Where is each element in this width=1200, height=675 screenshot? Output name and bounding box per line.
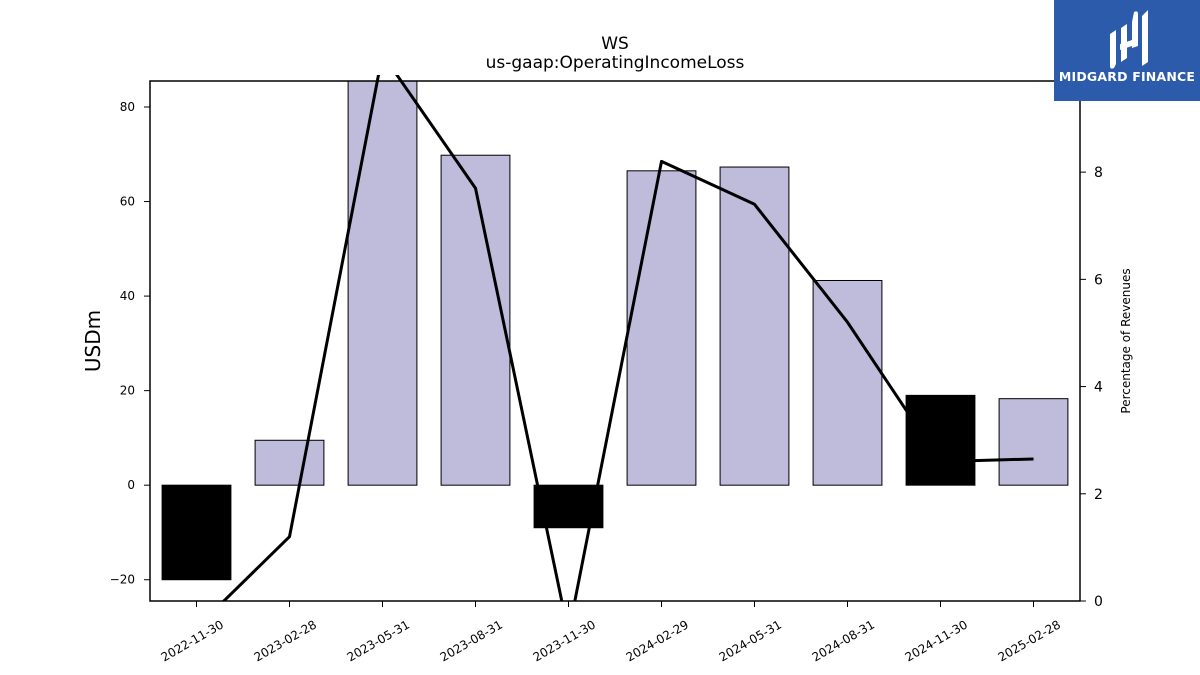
bar-2022-11-30 <box>161 484 232 581</box>
x-tick-label: 2024-05-31 <box>717 617 784 664</box>
bar-2024-02-29 <box>626 170 697 486</box>
logo-mark-icon <box>1110 10 1148 69</box>
y-tick-label: 80 <box>120 100 135 114</box>
bar-2023-08-31 <box>440 154 511 486</box>
x-tick-label: 2023-08-31 <box>438 617 505 664</box>
bar-2023-02-28 <box>254 439 325 486</box>
bar-2024-11-30 <box>905 394 976 486</box>
y-axis-right: 0 2 4 6 8 <box>1080 165 1103 610</box>
bar-2023-05-31 <box>347 80 418 486</box>
midgard-finance-logo: MIDGARD FINANCE <box>1054 0 1200 101</box>
y-tick-label: 40 <box>120 289 135 303</box>
x-tick-label: 2022-11-30 <box>159 617 226 664</box>
y-tick-label: −20 <box>110 573 135 587</box>
x-axis: 2022-11-30 2023-02-28 2023-05-31 2023-08-31… <box>159 601 1063 664</box>
y2-axis-label: Percentage of Revenues <box>1119 268 1133 413</box>
x-tick-label: 2025-02-28 <box>996 617 1063 664</box>
x-tick-label: 2023-05-31 <box>345 617 412 664</box>
x-tick-label: 2023-02-28 <box>252 617 319 664</box>
x-tick-label: 2024-11-30 <box>903 617 970 664</box>
x-tick-label: 2024-08-31 <box>810 617 877 664</box>
x-tick-label: 2023-11-30 <box>531 617 598 664</box>
bar-2025-02-28 <box>998 398 1069 486</box>
bar-2024-08-31 <box>812 279 883 486</box>
plot-frame <box>149 80 1081 602</box>
logo-text: MIDGARD FINANCE <box>1058 69 1196 84</box>
y-axis-label: USDm <box>81 310 105 372</box>
percentage-line <box>221 75 1034 601</box>
y-axis-left: −20 0 20 40 60 80 <box>110 100 150 587</box>
y-tick-label: 60 <box>120 195 135 209</box>
bar-series <box>161 80 1069 581</box>
y2-tick-label: 4 <box>1094 380 1103 396</box>
bar-2024-05-31 <box>719 166 790 486</box>
y2-tick-label: 2 <box>1094 487 1103 503</box>
y2-tick-label: 8 <box>1094 165 1103 181</box>
y2-tick-label: 6 <box>1094 272 1103 288</box>
y-tick-label: 20 <box>120 384 135 398</box>
y-tick-label: 0 <box>127 478 135 492</box>
y2-tick-label: 0 <box>1094 594 1103 610</box>
x-tick-label: 2024-02-29 <box>624 617 691 664</box>
chart-title: WS <box>601 34 629 54</box>
chart-subtitle: us-gaap:OperatingIncomeLoss <box>486 53 745 73</box>
